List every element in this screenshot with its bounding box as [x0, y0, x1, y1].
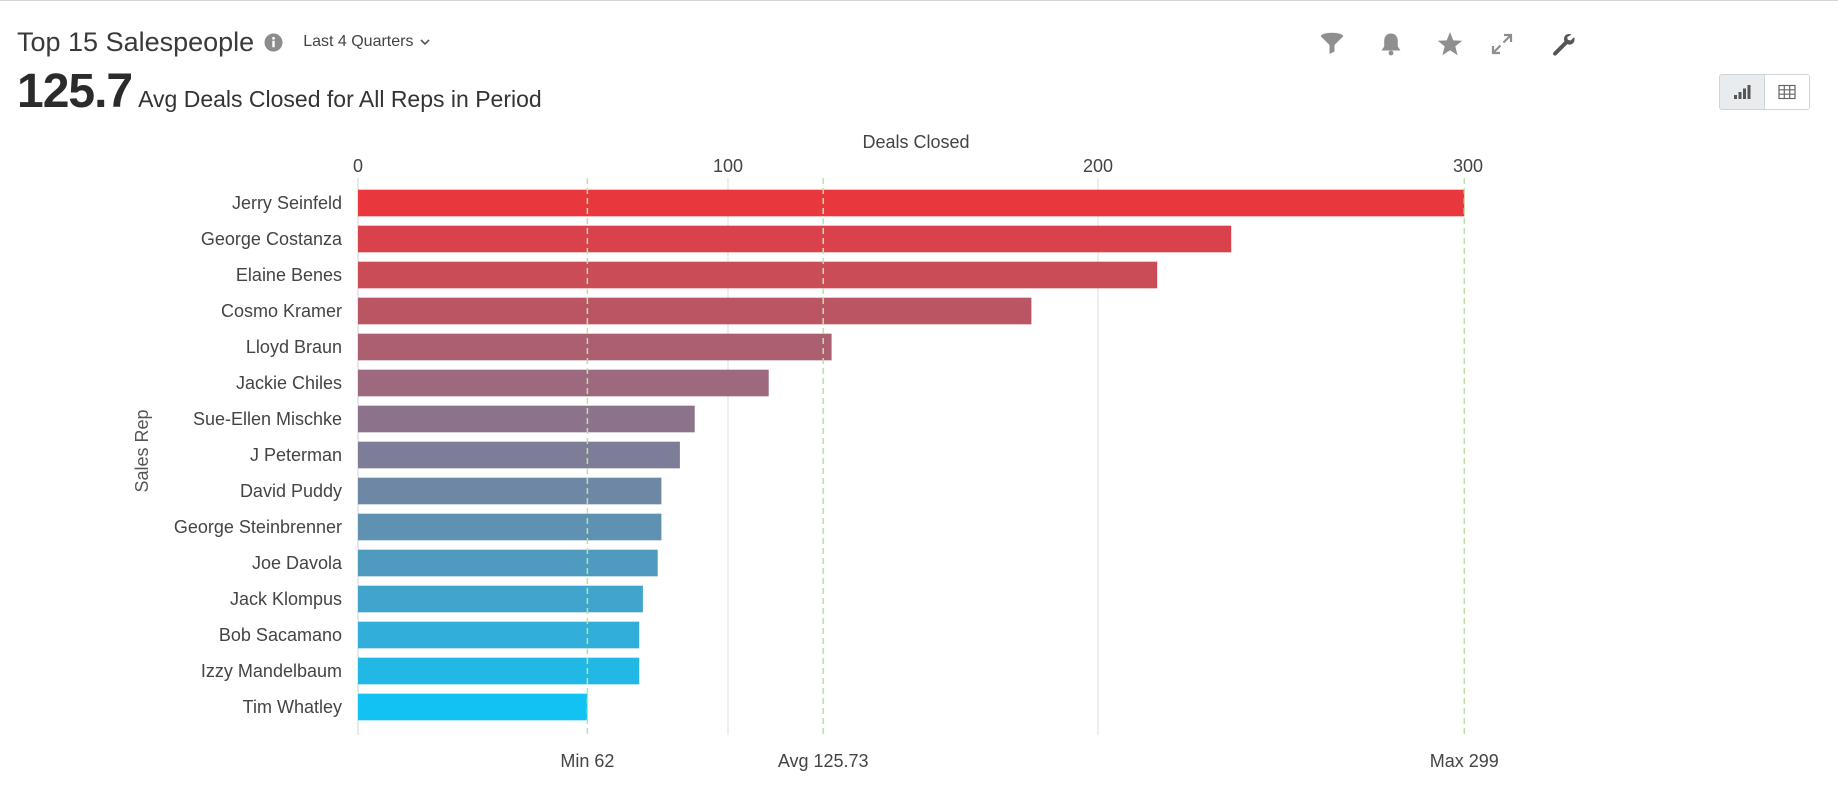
x-tick-label: 300: [1453, 156, 1483, 176]
category-label: George Steinbrenner: [174, 517, 342, 537]
bar: [358, 261, 1158, 289]
bar-chart-view-button[interactable]: [1720, 75, 1765, 109]
bar: [358, 585, 643, 613]
x-tick-label: 0: [353, 156, 363, 176]
bar: [358, 441, 680, 469]
category-label: Sue-Ellen Mischke: [193, 409, 342, 429]
bar-chart-icon: [1734, 85, 1751, 99]
widget-header: Top 15 Salespeople Last 4 Quarters: [17, 22, 431, 62]
period-selector[interactable]: Last 4 Quarters: [303, 33, 431, 51]
y-axis-title: Sales Rep: [132, 409, 152, 492]
category-label: Cosmo Kramer: [221, 301, 342, 321]
reference-line-label: Max 299: [1430, 751, 1499, 771]
category-label: Lloyd Braun: [246, 337, 342, 357]
category-label: Jack Klompus: [230, 589, 342, 609]
category-label: Joe Davola: [252, 553, 343, 573]
reference-line-label: Min 62: [560, 751, 614, 771]
star-icon[interactable]: [1430, 24, 1470, 64]
table-view-button[interactable]: [1765, 75, 1809, 109]
chevron-down-icon: [420, 39, 431, 46]
bar: [358, 333, 832, 361]
category-label: David Puddy: [240, 481, 342, 501]
table-icon: [1778, 84, 1796, 100]
category-label: Izzy Mandelbaum: [201, 661, 342, 681]
top-border: [0, 0, 1838, 1]
bar: [358, 189, 1465, 217]
reference-line-label: Avg 125.73: [778, 751, 869, 771]
bar: [358, 693, 588, 721]
category-label: Elaine Benes: [236, 265, 342, 285]
wrench-icon[interactable]: [1543, 24, 1583, 64]
bar: [358, 513, 662, 541]
expand-icon[interactable]: [1482, 24, 1522, 64]
category-label: Jerry Seinfeld: [232, 193, 342, 213]
metric-label: Avg Deals Closed for All Reps in Period: [138, 86, 542, 112]
x-tick-label: 100: [713, 156, 743, 176]
x-tick-label: 200: [1083, 156, 1113, 176]
view-toggle: [1719, 74, 1810, 110]
bar-chart: Deals Closed 0 100 200 300 Sales Rep Jerry Sei…: [132, 132, 1499, 771]
bar: [358, 477, 662, 505]
bar: [358, 621, 640, 649]
bar: [358, 369, 769, 397]
category-label: Tim Whatley: [243, 697, 342, 717]
bar: [358, 657, 640, 685]
bar: [358, 297, 1032, 325]
filter-icon[interactable]: [1312, 24, 1352, 64]
metric-value: 125.7: [17, 65, 133, 118]
category-label: Bob Sacamano: [219, 625, 342, 645]
category-label: J Peterman: [250, 445, 342, 465]
x-axis-title: Deals Closed: [862, 132, 969, 152]
category-label: Jackie Chiles: [236, 373, 342, 393]
period-selector-label: Last 4 Quarters: [303, 33, 414, 50]
summary-metric: 125.7 Avg Deals Closed for All Reps in P…: [17, 64, 542, 119]
bar: [358, 225, 1232, 253]
info-icon[interactable]: [264, 33, 283, 52]
category-label: George Costanza: [201, 229, 343, 249]
bar: [358, 549, 658, 577]
bar: [358, 405, 695, 433]
widget-title: Top 15 Salespeople: [17, 26, 255, 57]
bell-icon[interactable]: [1371, 24, 1411, 64]
